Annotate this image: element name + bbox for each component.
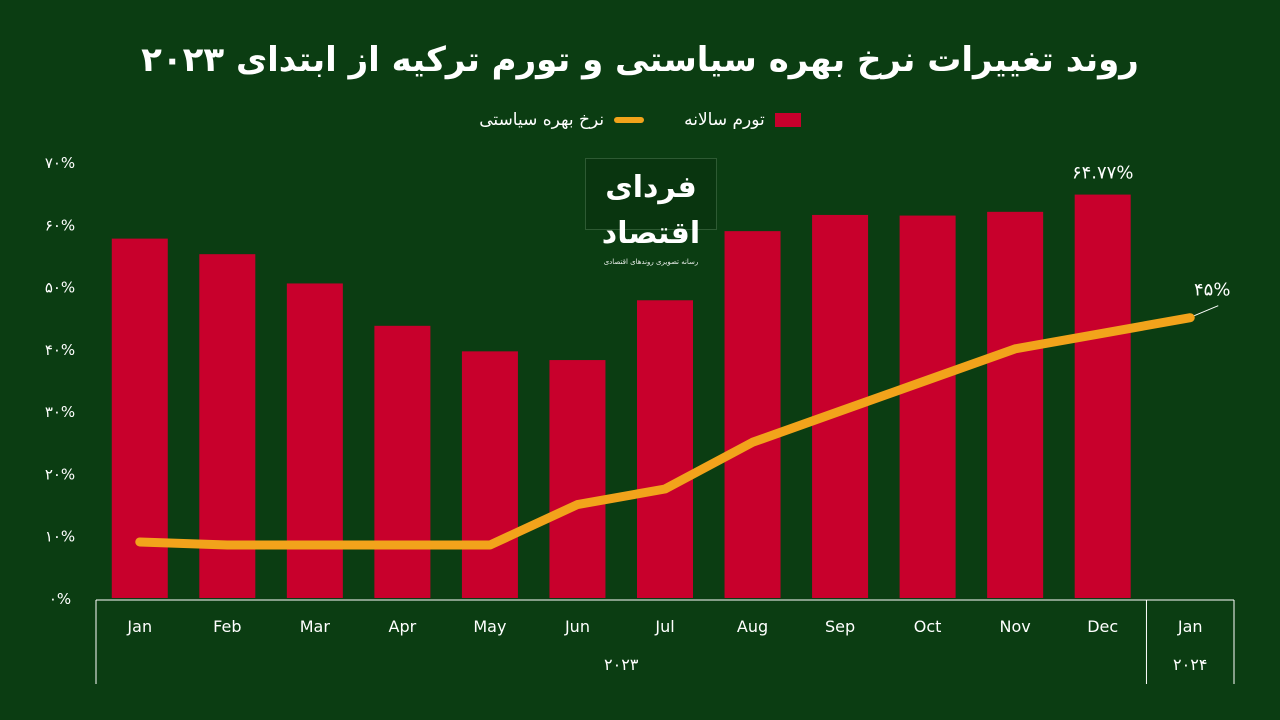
- y-tick-label: ۲۰%: [45, 465, 75, 483]
- year-group-label: ۲۰۲۳: [604, 655, 639, 674]
- bar-inflation: [987, 211, 1044, 599]
- bar-inflation: [1074, 194, 1131, 598]
- y-tick-label: ۶۰%: [45, 216, 75, 234]
- x-tick-label: Jul: [654, 617, 674, 636]
- y-tick-label: ۱۰%: [45, 528, 75, 546]
- bar-inflation: [899, 215, 956, 598]
- x-tick-label: Nov: [1000, 617, 1031, 636]
- x-tick-label: Aug: [737, 617, 768, 636]
- x-tick-label: Jan: [126, 617, 152, 636]
- logo: فردای اقتصاد رسانه تصویری روندهای اقتصاد…: [585, 158, 717, 266]
- bar-inflation: [374, 325, 431, 598]
- legend-item-inflation: تورم سالانه: [684, 110, 801, 130]
- bar-inflation: [724, 231, 781, 598]
- legend-label-policy-rate: نرخ بهره سیاستی: [479, 110, 605, 130]
- x-tick-label: Jun: [564, 617, 590, 636]
- year-group-label: ۲۰۲۴: [1173, 655, 1207, 674]
- legend-item-policy-rate: نرخ بهره سیاستی: [479, 110, 645, 130]
- x-tick-label: Jan: [1177, 617, 1203, 636]
- y-tick-label: ۰%: [49, 590, 71, 608]
- legend-swatch-policy-rate: [614, 117, 645, 123]
- y-tick-label: ۵۰%: [45, 279, 75, 297]
- data-label-inflation: ۶۴.۷۷%: [1072, 163, 1134, 184]
- annotation-leader: [1194, 305, 1219, 317]
- bar-inflation: [637, 300, 693, 598]
- bar-inflation: [549, 360, 606, 598]
- x-tick-label: Oct: [914, 617, 942, 636]
- bar-inflation: [461, 351, 518, 598]
- legend-swatch-inflation: [774, 113, 801, 127]
- logo-name: فردای اقتصاد: [601, 170, 701, 251]
- x-tick-label: Dec: [1087, 617, 1118, 636]
- x-tick-label: May: [473, 617, 506, 636]
- x-tick-label: Feb: [213, 617, 241, 636]
- x-tick-label: Sep: [825, 617, 855, 636]
- chart-title: روند تغییرات نرخ بهره سیاستی و تورم ترکی…: [141, 40, 1139, 80]
- y-tick-label: ۴۰%: [45, 341, 75, 359]
- x-tick-label: Apr: [389, 617, 417, 636]
- y-tick-label: ۳۰%: [45, 403, 75, 421]
- logo-tagline: رسانه تصویری روندهای اقتصادی: [603, 258, 699, 266]
- legend: تورم سالانه نرخ بهره سیاستی: [0, 110, 1280, 130]
- bar-inflation: [286, 283, 343, 598]
- y-tick-label: ۷۰%: [45, 154, 75, 172]
- data-label-policy-rate: ۴۵%: [1194, 280, 1230, 301]
- legend-label-inflation: تورم سالانه: [684, 110, 765, 130]
- x-tick-label: Mar: [300, 617, 331, 636]
